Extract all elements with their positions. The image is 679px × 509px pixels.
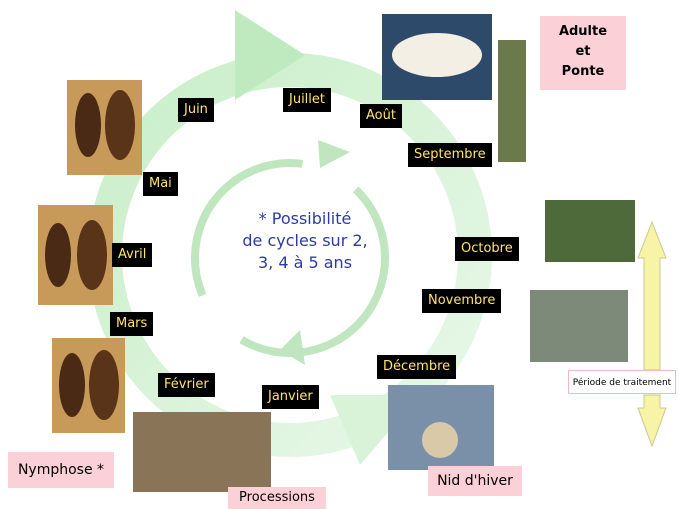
stage-adult: Adulte et Ponte: [540, 16, 626, 90]
month-label: Juillet: [283, 88, 331, 112]
month-label: Décembre: [377, 355, 456, 379]
month-label: Septembre: [408, 143, 492, 167]
chrysalis: [45, 223, 71, 287]
month-label: Février: [158, 373, 215, 397]
inner-arrow-head: [318, 140, 350, 168]
photo-treatment: [530, 290, 628, 362]
chrysalis: [75, 93, 101, 157]
stage-line: Adulte: [540, 22, 626, 42]
treatment-arrow-up: [638, 222, 666, 370]
chrysalis: [89, 350, 119, 420]
note-line: de cycles sur 2,: [225, 230, 385, 252]
note-line: 3, 4 à 5 ans: [225, 252, 385, 274]
month-label: Mars: [110, 312, 153, 336]
stage-line: et: [540, 42, 626, 62]
chrysalis: [105, 90, 135, 160]
stage-treatment: Période de traitement: [568, 370, 676, 394]
stage-nest: Nid d'hiver: [428, 466, 522, 496]
photo-eggs: [498, 40, 526, 162]
inner-arrow-head: [280, 330, 305, 365]
month-label: Juin: [178, 98, 214, 122]
stage-line: Ponte: [540, 62, 626, 82]
stage-processions: Processions: [228, 487, 326, 509]
treatment-arrow-down: [638, 395, 666, 446]
note-line: * Possibilité: [225, 208, 385, 230]
month-label: Novembre: [422, 289, 501, 313]
photo-caterpillars: [545, 200, 635, 262]
month-label: Octobre: [455, 237, 519, 261]
diagram: Juin Juillet Août Septembre Octobre Nove…: [0, 0, 679, 509]
moth: [392, 33, 482, 77]
month-label: Avril: [112, 243, 152, 267]
month-label: Janvier: [262, 385, 319, 409]
photo-procession: [133, 412, 271, 492]
chrysalis: [77, 220, 107, 290]
month-label: Mai: [143, 172, 178, 196]
center-note: * Possibilité de cycles sur 2, 3, 4 à 5 …: [225, 208, 385, 274]
stage-nymphose: Nymphose *: [8, 452, 114, 488]
month-label: Août: [360, 104, 402, 128]
chrysalis: [59, 353, 85, 417]
nest: [422, 422, 458, 458]
